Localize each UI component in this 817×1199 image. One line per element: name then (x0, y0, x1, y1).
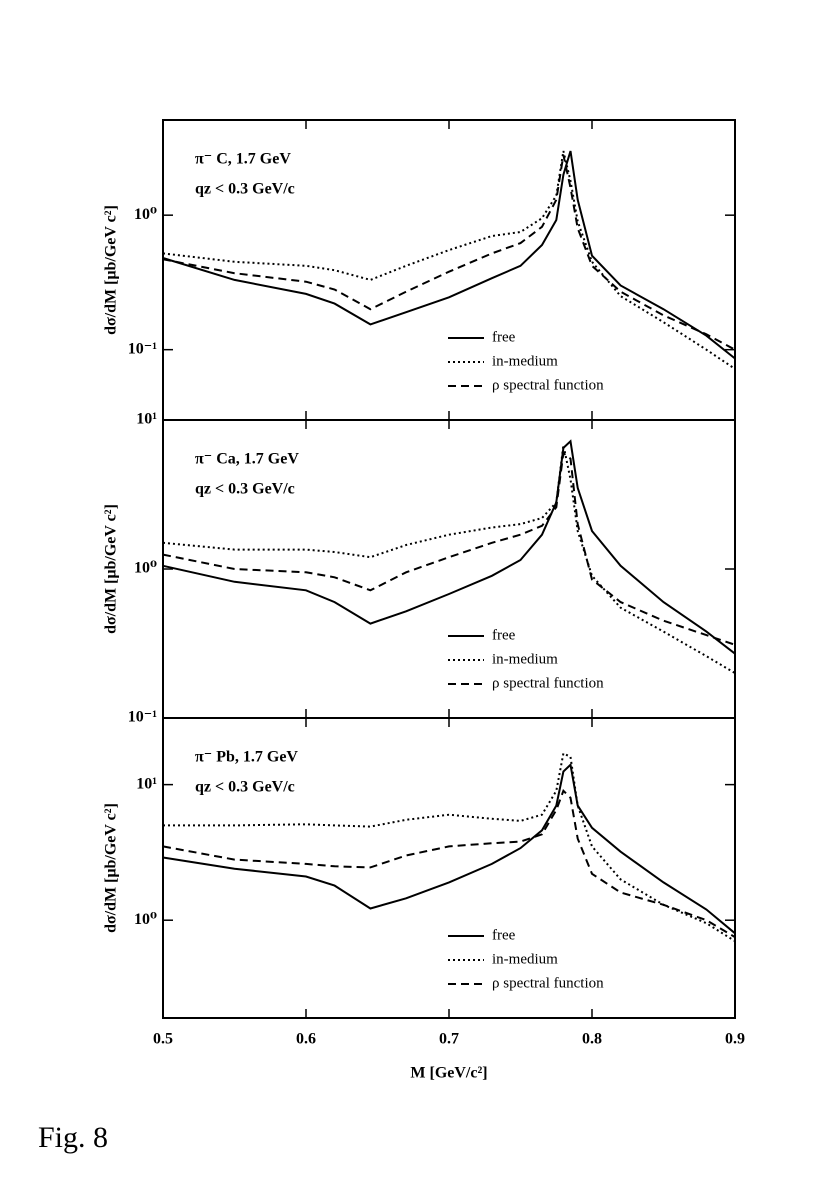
panel-title: π⁻ Ca, 1.7 GeV (195, 451, 299, 468)
series-line (162, 439, 736, 655)
legend-label: free (492, 627, 516, 643)
legend-label: ρ spectral function (492, 675, 604, 691)
legend-label: in-medium (492, 353, 558, 369)
legend-label: free (492, 927, 516, 943)
y-axis-label: dσ/dM [μb/GeV c²] (103, 803, 120, 933)
legend-label: in-medium (492, 651, 558, 667)
series-line (162, 150, 736, 360)
panel-subtitle: qz < 0.3 GeV/c (195, 779, 295, 796)
y-axis-label: dσ/dM [μb/GeV c²] (103, 205, 120, 335)
y-tick-label: 10⁻¹ (128, 340, 157, 357)
y-tick-label: 10⁰ (134, 560, 157, 577)
y-axis-label: dσ/dM [μb/GeV c²] (103, 504, 120, 634)
x-tick-label: 0.8 (582, 1031, 602, 1048)
legend-label: ρ spectral function (492, 975, 604, 991)
series-line (162, 444, 736, 674)
y-tick-label: 10¹ (136, 411, 157, 428)
x-tick-label: 0.7 (439, 1031, 459, 1048)
panel-subtitle: qz < 0.3 GeV/c (195, 481, 295, 498)
legend-label: free (492, 329, 516, 345)
panel-title: π⁻ Pb, 1.7 GeV (195, 749, 298, 766)
x-tick-label: 0.9 (725, 1031, 745, 1048)
x-tick-label: 0.6 (296, 1031, 316, 1048)
x-tick-label: 0.5 (153, 1031, 173, 1048)
series-line (162, 762, 736, 935)
y-tick-label: 10⁰ (134, 911, 157, 928)
x-axis-label: M [GeV/c²] (410, 1065, 487, 1082)
series-line (162, 789, 736, 938)
series-line (163, 751, 736, 943)
series-line (162, 451, 736, 646)
legend-label: ρ spectral function (492, 377, 604, 393)
caption: Fig. 8 (38, 1121, 108, 1154)
y-tick-label: 10⁻¹ (128, 709, 157, 726)
panel-subtitle: qz < 0.3 GeV/c (195, 181, 295, 198)
legend-label: in-medium (492, 951, 558, 967)
y-tick-label: 10¹ (136, 775, 157, 792)
series-line (162, 154, 736, 351)
panel-title: π⁻ C, 1.7 GeV (195, 151, 291, 168)
y-tick-label: 10⁰ (134, 206, 157, 223)
